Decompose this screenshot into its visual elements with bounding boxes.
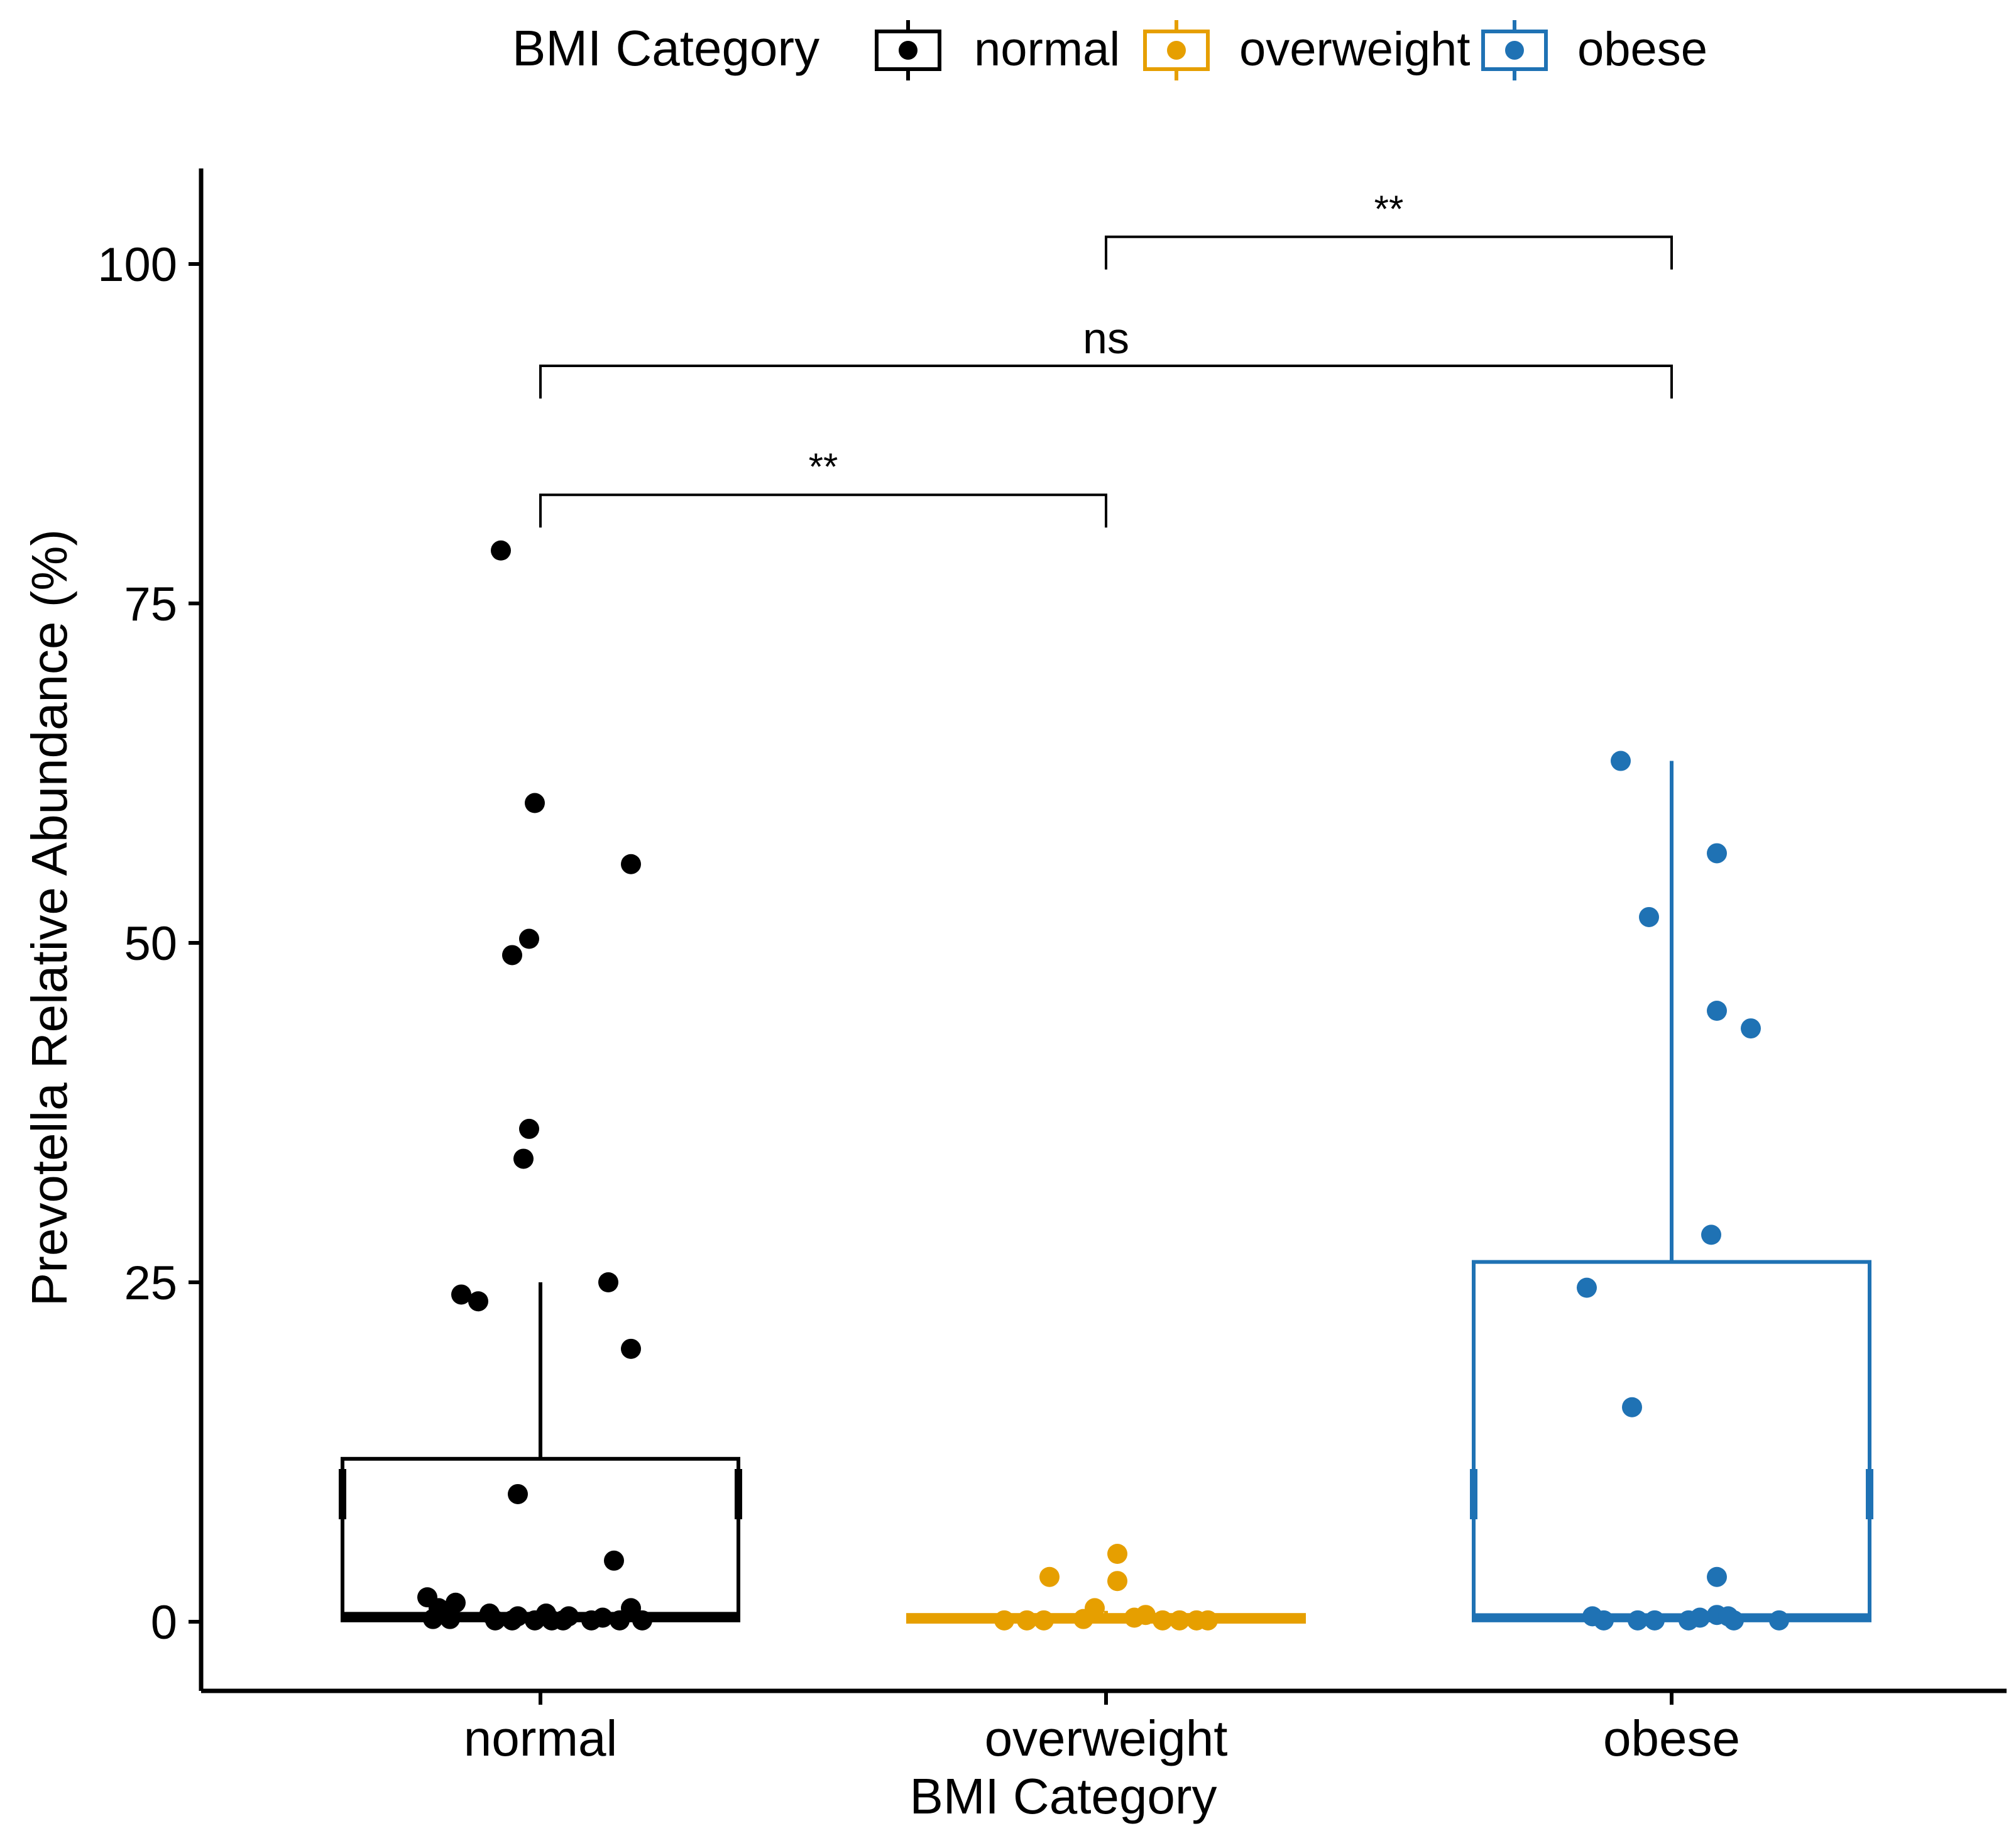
data-point-normal bbox=[604, 1550, 624, 1571]
data-point-obese bbox=[1769, 1610, 1789, 1631]
data-point-obese bbox=[1701, 1224, 1721, 1245]
bracket-normal-obese: ns bbox=[539, 314, 1673, 399]
y-tick-label: 50 bbox=[124, 917, 177, 971]
x-tick-label: obese bbox=[1603, 1710, 1740, 1766]
data-point-normal bbox=[519, 928, 539, 949]
data-point-obese bbox=[1707, 1001, 1727, 1021]
box-overweight bbox=[906, 1610, 1306, 1624]
bracket-line bbox=[539, 365, 1673, 399]
y-axis-title: Prevotella Relative Abundance (%) bbox=[21, 529, 77, 1306]
bracket-normal-overweight: ** bbox=[539, 446, 1107, 528]
data-point-overweight bbox=[1153, 1610, 1173, 1631]
data-point-normal bbox=[451, 1284, 471, 1305]
bracket-label: ** bbox=[809, 446, 838, 488]
data-point-overweight bbox=[1107, 1571, 1127, 1592]
data-point-normal bbox=[485, 1610, 505, 1631]
data-point-obese bbox=[1707, 843, 1727, 864]
y-tick-label: 75 bbox=[124, 578, 177, 631]
data-point-obese bbox=[1639, 906, 1659, 927]
data-point-normal bbox=[502, 945, 522, 966]
data-point-overweight bbox=[1124, 1607, 1144, 1628]
data-point-normal bbox=[513, 1148, 534, 1169]
data-point-normal bbox=[621, 854, 641, 874]
legend-key-point bbox=[1167, 41, 1186, 60]
data-point-obese bbox=[1622, 1397, 1642, 1417]
y-tick-label: 100 bbox=[97, 238, 177, 292]
significance-brackets: ** ns ** bbox=[539, 188, 1673, 528]
legend-key-point bbox=[1505, 41, 1524, 60]
data-point-overweight bbox=[994, 1610, 1014, 1631]
data-point-normal bbox=[468, 1291, 488, 1312]
data-point-obese bbox=[1679, 1610, 1699, 1631]
data-point-overweight bbox=[1170, 1610, 1190, 1631]
axes: 0 25 50 75 100 normal overweight obese BMI Cat… bbox=[21, 168, 2007, 1824]
data-point-obese bbox=[1577, 1277, 1597, 1298]
legend-entry-overweight: overweight bbox=[1143, 20, 1471, 80]
data-point-obese bbox=[1707, 1566, 1727, 1587]
data-point-normal bbox=[502, 1610, 522, 1631]
data-point-normal bbox=[440, 1609, 460, 1629]
data-point-normal bbox=[508, 1483, 528, 1504]
data-point-normal bbox=[598, 1272, 618, 1292]
data-point-obese bbox=[1741, 1018, 1761, 1039]
data-point-obese bbox=[1594, 1610, 1614, 1631]
data-point-overweight bbox=[1034, 1610, 1054, 1631]
bracket-line bbox=[539, 493, 1107, 528]
data-point-obese bbox=[1724, 1610, 1744, 1631]
data-point-normal bbox=[491, 540, 511, 561]
data-point-overweight bbox=[1107, 1544, 1127, 1564]
box-obese bbox=[1470, 761, 1873, 1622]
x-tick-label: overweight bbox=[985, 1710, 1228, 1766]
bracket-line bbox=[1105, 235, 1673, 270]
data-point-normal bbox=[581, 1610, 601, 1631]
data-point-obese bbox=[1628, 1610, 1648, 1631]
y-tick-label: 25 bbox=[124, 1257, 177, 1310]
data-point-overweight bbox=[1198, 1610, 1218, 1631]
data-point-normal bbox=[553, 1610, 573, 1631]
bracket-label: ns bbox=[1083, 314, 1129, 363]
legend: BMI Category normal overweight obese bbox=[512, 20, 1707, 80]
legend-label: obese bbox=[1577, 23, 1707, 76]
data-point-overweight bbox=[1073, 1609, 1093, 1629]
data-point-normal bbox=[610, 1610, 630, 1631]
data-points bbox=[417, 540, 1789, 1631]
legend-label: overweight bbox=[1239, 23, 1471, 76]
bracket-label: ** bbox=[1374, 188, 1404, 230]
data-point-overweight bbox=[1039, 1566, 1060, 1587]
legend-entry-normal: normal bbox=[875, 20, 1120, 80]
legend-label: normal bbox=[974, 23, 1120, 76]
legend-entry-obese: obese bbox=[1481, 20, 1707, 80]
data-point-normal bbox=[519, 1118, 539, 1139]
data-point-overweight bbox=[1017, 1610, 1037, 1631]
bracket-overweight-obese: ** bbox=[1105, 188, 1673, 270]
data-point-obese bbox=[1611, 751, 1631, 771]
x-axis-title: BMI Category bbox=[909, 1768, 1217, 1824]
data-point-obese bbox=[1645, 1610, 1665, 1631]
data-point-normal bbox=[525, 1610, 545, 1631]
data-point-normal bbox=[621, 1338, 641, 1359]
data-point-normal bbox=[632, 1610, 652, 1631]
data-point-normal bbox=[423, 1609, 443, 1629]
data-point-normal bbox=[446, 1592, 466, 1613]
x-tick-label: normal bbox=[464, 1710, 618, 1766]
y-tick-label: 0 bbox=[151, 1596, 177, 1649]
legend-title: BMI Category bbox=[512, 20, 819, 76]
data-point-normal bbox=[525, 793, 545, 813]
legend-key-point bbox=[899, 41, 918, 60]
